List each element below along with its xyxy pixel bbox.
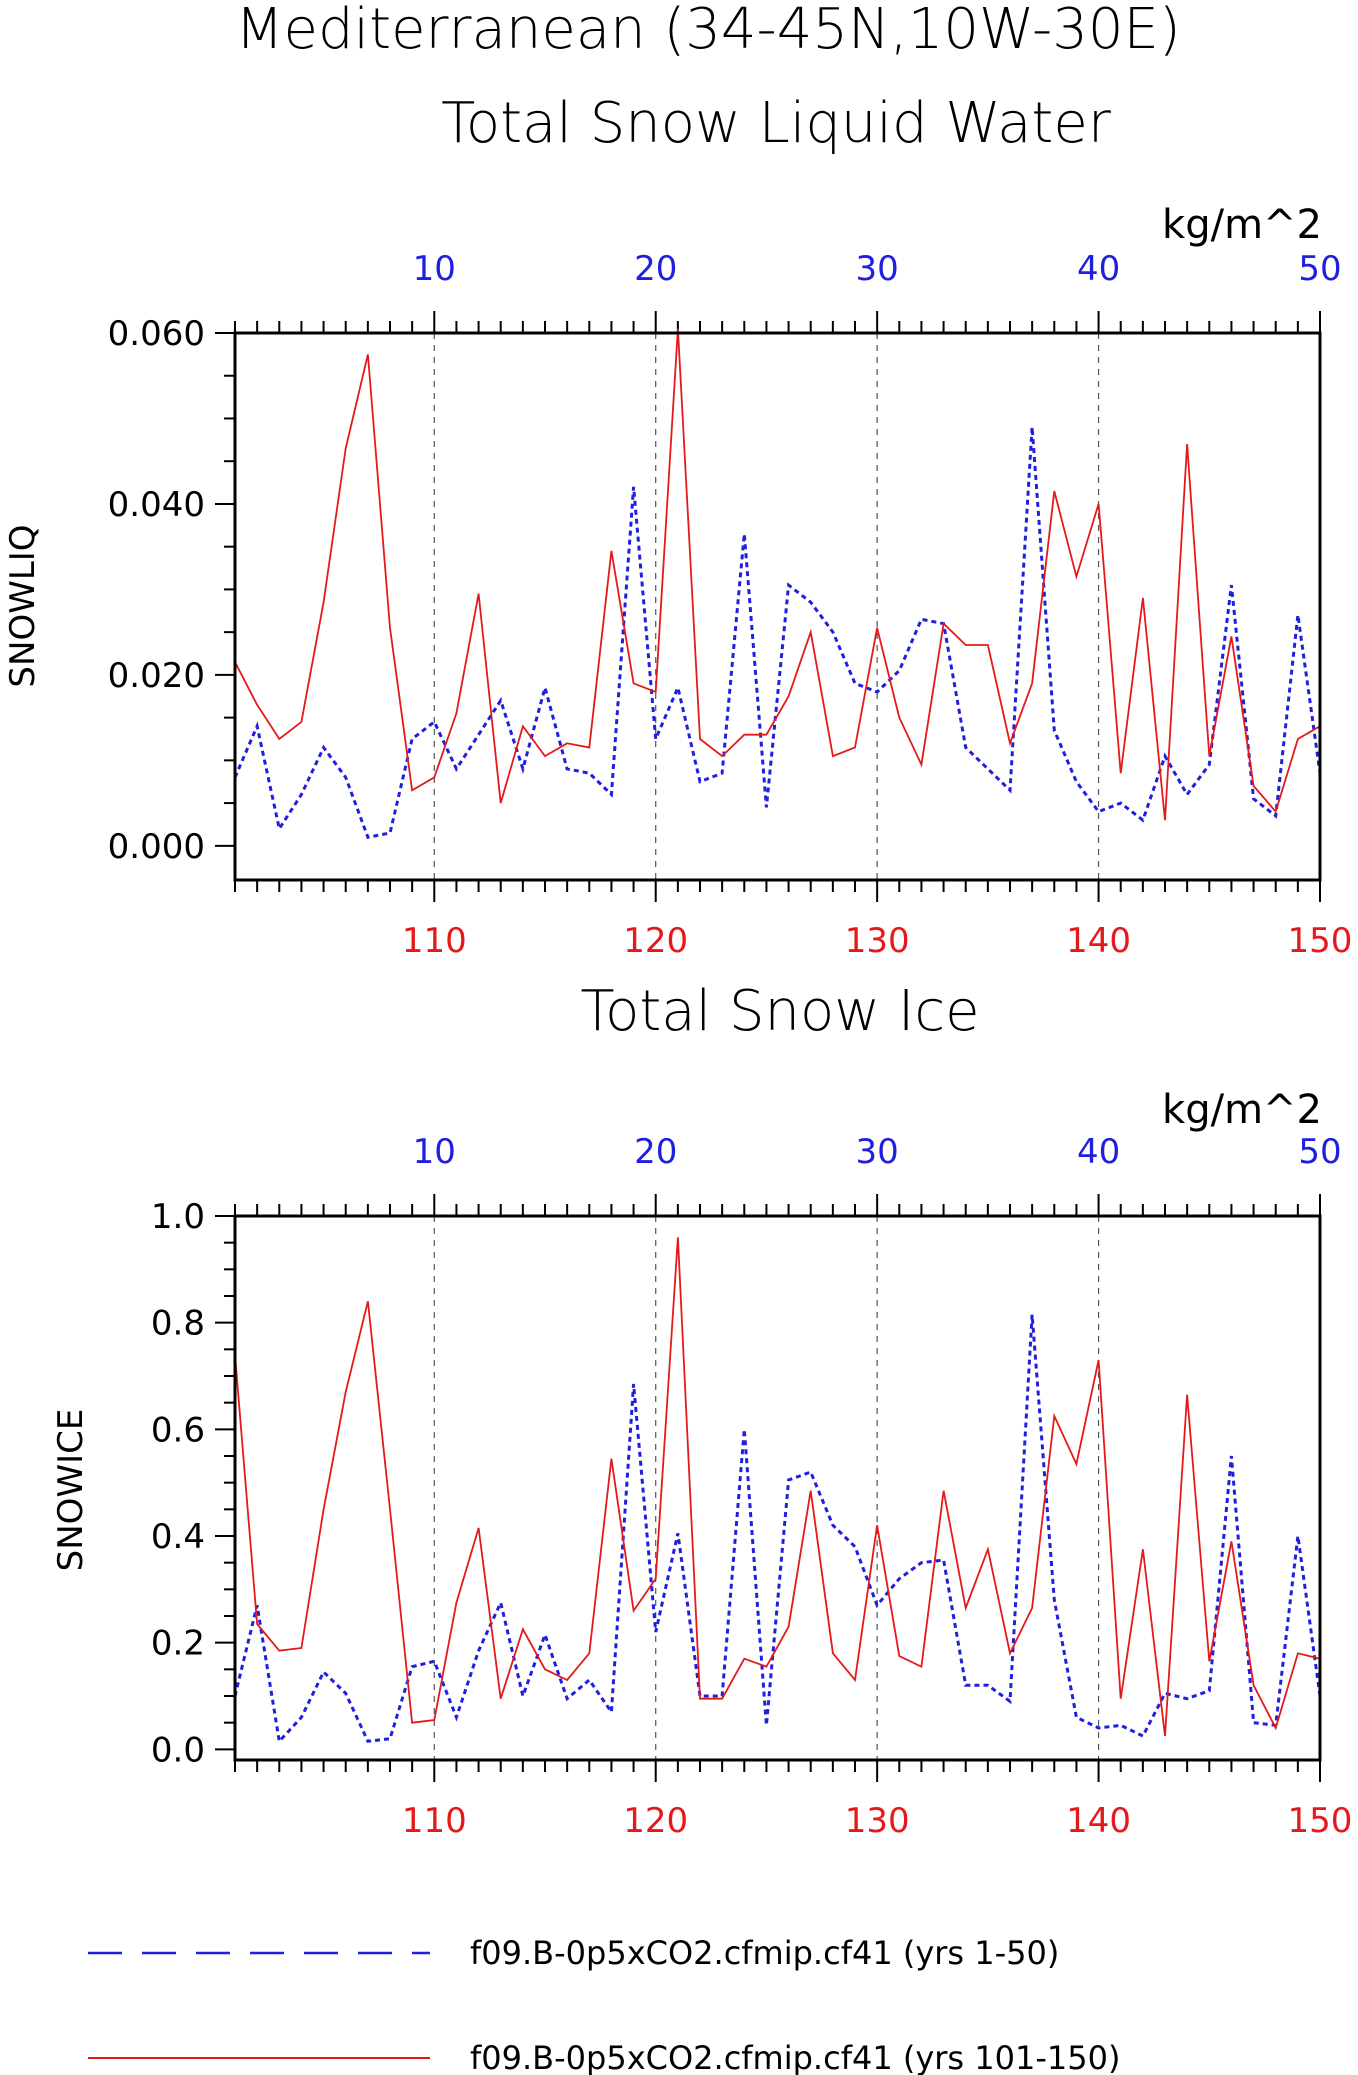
- chart-1-xtick-label-bottom: 120: [623, 921, 688, 961]
- chart-2-xtick-label-bottom: 110: [402, 1801, 467, 1841]
- chart-2-ylabel: SNOWICE: [51, 1409, 91, 1572]
- chart-2-xtick-label-top: 20: [634, 1132, 677, 1172]
- chart-1-ylabel: SNOWLIQ: [3, 524, 43, 687]
- chart-1-xtick-label-bottom: 130: [845, 921, 910, 961]
- chart-1-xtick-label-bottom: 150: [1288, 921, 1353, 961]
- chart-1-xtick-label-top: 50: [1298, 249, 1341, 289]
- chart-1-ytick-label: 0.000: [108, 827, 205, 867]
- chart-1-xtick-label-top: 30: [856, 249, 899, 289]
- chart-2-xtick-label-bottom: 130: [845, 1801, 910, 1841]
- chart-2-series-red-line: [234, 1237, 1321, 1737]
- chart-2-ytick-label: 0.2: [151, 1624, 205, 1664]
- chart-2-xtick-label-top: 50: [1298, 1132, 1341, 1172]
- chart-1-ytick-label: 0.040: [108, 485, 205, 525]
- chart-1-ytick-label: 0.060: [108, 314, 205, 354]
- chart-2-xtick-label-bottom: 150: [1288, 1801, 1353, 1841]
- chart-1-series-blue-line: [233, 426, 1322, 840]
- chart-2-frame: [233, 1214, 1322, 1762]
- chart-1-frame: [233, 331, 1322, 882]
- chart-2-xtick-label-top: 10: [413, 1132, 456, 1172]
- chart-1-series-red-line: [234, 328, 1321, 821]
- chart-2-xtick-label-top: 30: [856, 1132, 899, 1172]
- legend: f09.B-0p5xCO2.cfmip.cf41 (yrs 1-50) f09.…: [88, 1934, 1120, 2075]
- chart-1-xtick-label-top: 10: [413, 249, 456, 289]
- chart-1-title: Total Snow Liquid Water: [441, 91, 1111, 156]
- legend-label-2: f09.B-0p5xCO2.cfmip.cf41 (yrs 101-150): [470, 2039, 1120, 2075]
- chart-1-units: kg/m^2: [1162, 202, 1322, 248]
- chart-2-ytick-label: 0.6: [151, 1410, 205, 1450]
- chart-2-ytick-label: 1.0: [151, 1197, 205, 1237]
- chart-2-ytick-label: 0.4: [151, 1517, 205, 1557]
- chart-2-ytick-label: 0.8: [151, 1304, 205, 1344]
- chart-2-plot: 110 120 130 140 150 10 20 30 40 50 0.0 0.2 0.4 0.6 0.8…: [151, 1132, 1353, 1841]
- chart-1-xtick-label-bottom: 140: [1066, 921, 1131, 961]
- chart-2-units: kg/m^2: [1162, 1087, 1322, 1133]
- chart-1-xtick-label-top: 20: [634, 249, 677, 289]
- chart-2-title: Total Snow Ice: [580, 979, 979, 1044]
- chart-1-xtick-label-bottom: 110: [402, 921, 467, 961]
- legend-label-1: f09.B-0p5xCO2.cfmip.cf41 (yrs 1-50): [470, 1934, 1059, 1972]
- chart-1-ytick-label: 0.020: [108, 656, 205, 696]
- chart-2-ytick-label: 0.0: [151, 1730, 205, 1770]
- chart-1-plot: 110 120 130 140 150 10 20 30 40 50 0.000 0.020 0.040…: [108, 249, 1353, 961]
- chart-2-series-blue-line: [233, 1314, 1322, 1745]
- figure-title: Mediterranean (34-45N,10W-30E): [235, 0, 1181, 62]
- chart-1-xtick-label-top: 40: [1077, 249, 1120, 289]
- chart-2-xtick-label-bottom: 120: [623, 1801, 688, 1841]
- chart-2-xtick-label-top: 40: [1077, 1132, 1120, 1172]
- chart-2-xtick-label-bottom: 140: [1066, 1801, 1131, 1841]
